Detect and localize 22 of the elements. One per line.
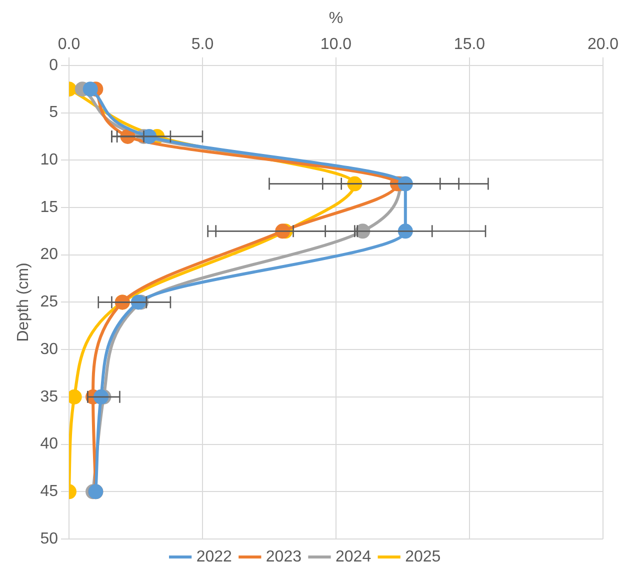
y-tick-label: 20 [40, 246, 58, 264]
x-tick-label: 0.0 [58, 36, 80, 54]
y-axis-title: Depth (cm) [15, 262, 32, 342]
y-tick-label: 10 [40, 152, 58, 169]
y-tick-label: 50 [40, 530, 58, 548]
y-tick-label: 40 [40, 436, 58, 453]
legend-label: 2022 [196, 548, 232, 566]
y-tick-label: 0 [49, 56, 58, 74]
x-axis-title: % [328, 10, 344, 28]
y-tick-label: 25 [40, 294, 58, 311]
y-tick-label: 30 [40, 340, 58, 358]
y-tick-label: 15 [40, 198, 58, 216]
x-tick-label: 15.0 [454, 36, 486, 54]
legend-label: 2025 [405, 548, 441, 566]
y-tick-label: 45 [40, 483, 58, 500]
x-tick-label: 20.0 [587, 36, 619, 54]
legend-label: 2024 [336, 548, 372, 566]
x-tick-label: 10.0 [320, 36, 352, 54]
x-tick-label: 5.0 [191, 36, 214, 54]
legend-label: 2023 [266, 548, 302, 566]
y-tick-label: 5 [49, 104, 58, 122]
y-tick-label: 35 [40, 388, 58, 406]
